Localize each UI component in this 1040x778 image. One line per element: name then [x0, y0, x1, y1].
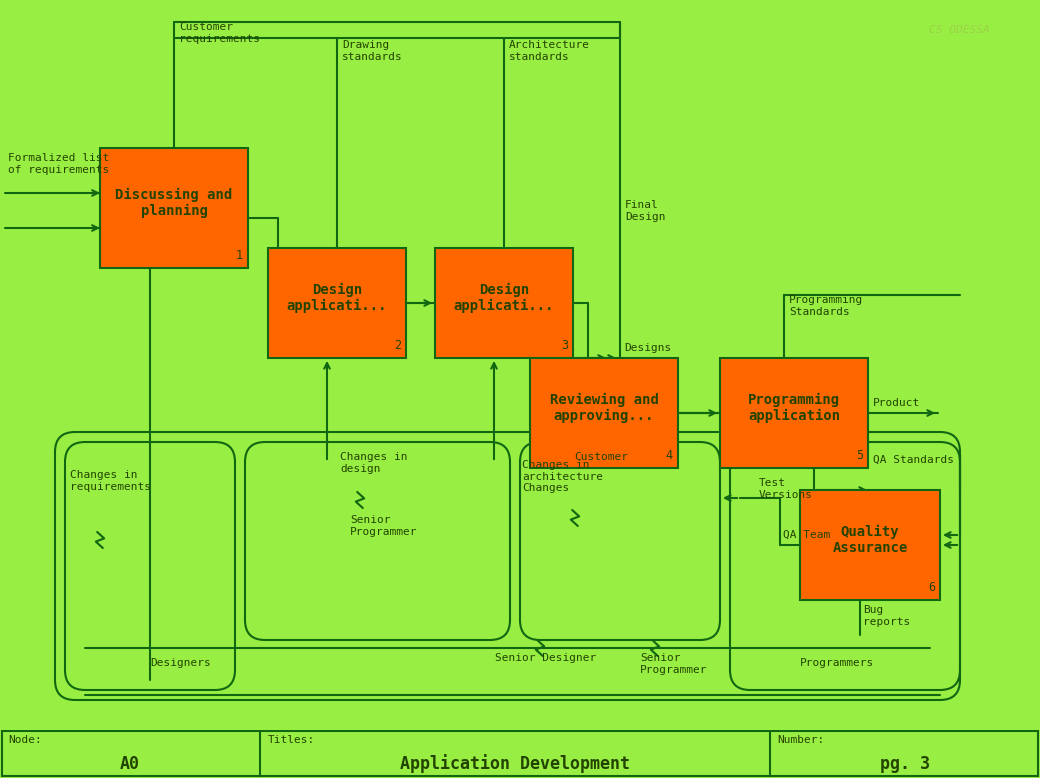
Bar — [720, 358, 868, 468]
Text: Quality
Assurance: Quality Assurance — [832, 525, 908, 555]
Text: 3: 3 — [561, 339, 568, 352]
Text: 4: 4 — [666, 449, 673, 462]
Bar — [800, 490, 940, 600]
Text: A0: A0 — [120, 755, 140, 773]
Text: Programming
application: Programming application — [748, 393, 840, 423]
Text: 5: 5 — [856, 449, 863, 462]
Text: Changes in
requirements: Changes in requirements — [70, 470, 151, 492]
Bar — [530, 358, 678, 468]
Bar — [268, 248, 406, 358]
Text: Design
applicati...: Design applicati... — [453, 282, 554, 314]
Text: Customer: Customer — [574, 452, 628, 462]
Text: Test
Versions: Test Versions — [759, 478, 813, 499]
Text: Programming
Standards: Programming Standards — [789, 295, 863, 317]
Text: Reviewing and
approving...: Reviewing and approving... — [549, 393, 658, 423]
Text: Formalized list
of requirements: Formalized list of requirements — [8, 153, 109, 174]
Text: Senior
Programmer: Senior Programmer — [640, 653, 707, 675]
Text: QA Standards: QA Standards — [873, 455, 954, 465]
Text: Customer
requirements: Customer requirements — [179, 22, 260, 44]
Text: Changes in
design: Changes in design — [340, 452, 408, 474]
Text: Designs: Designs — [624, 343, 671, 353]
Text: Product: Product — [873, 398, 920, 408]
Bar — [435, 248, 573, 358]
Text: Application Development: Application Development — [399, 754, 630, 773]
Text: Programmers: Programmers — [800, 658, 875, 668]
Text: Designers: Designers — [150, 658, 211, 668]
Text: Drawing
standards: Drawing standards — [342, 40, 402, 61]
Text: 6: 6 — [928, 581, 935, 594]
Text: QA Team: QA Team — [783, 530, 830, 540]
Text: Discussing and
planning: Discussing and planning — [115, 187, 233, 219]
Text: Senior Designer: Senior Designer — [495, 653, 596, 663]
Text: pg. 3: pg. 3 — [880, 755, 930, 773]
Text: Bug
reports: Bug reports — [863, 605, 910, 626]
Bar — [100, 148, 248, 268]
Text: Node:: Node: — [8, 735, 42, 745]
Text: Final
Design: Final Design — [625, 200, 666, 222]
Text: Changes in
architecture
Changes: Changes in architecture Changes — [522, 460, 603, 493]
Text: Senior
Programmer: Senior Programmer — [350, 515, 417, 537]
Text: Titles:: Titles: — [268, 735, 315, 745]
Text: Number:: Number: — [778, 735, 825, 745]
Text: CS ODESSA: CS ODESSA — [930, 25, 990, 35]
Text: Design
applicati...: Design applicati... — [287, 282, 387, 314]
Text: 1: 1 — [236, 249, 243, 262]
Text: Architecture
standards: Architecture standards — [509, 40, 590, 61]
Text: 2: 2 — [394, 339, 401, 352]
